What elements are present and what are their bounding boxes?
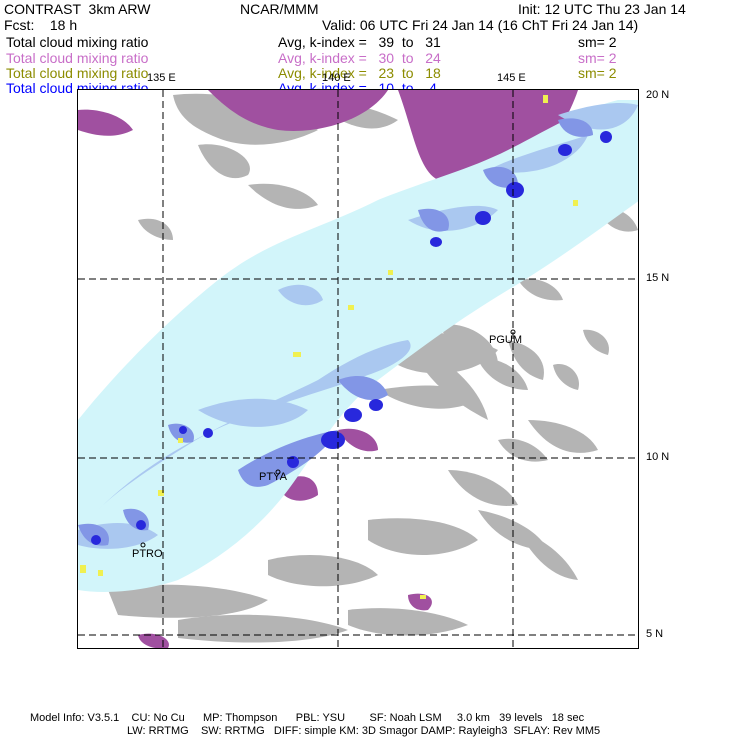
model-info-line-1: Model Info: V3.5.1 CU: No Cu MP: Thompso… [30,712,585,724]
station-label-ptro: PTRO [132,548,163,560]
lat-label-10: 10 N [646,451,670,463]
forecast-hour: Fcst: 18 h [4,17,78,33]
lon-label-135: 135 E [147,72,176,84]
grey-field-layer [108,93,638,643]
model-info-line-2: LW: RRTMG SW: RRTMG DIFF: simple KM: 3D … [127,725,601,737]
grid-lines [78,90,638,648]
station-label-ptya: PTYA [259,471,287,483]
legend-sm-1: sm= 2 [578,34,617,50]
station-markers [140,329,516,548]
legend-field-1: Total cloud mixing ratio [6,34,149,50]
cloud-mixing-ratio-map: PGUM PTYA PTRO [77,89,639,649]
lat-label-15: 15 N [646,272,670,284]
map-canvas [78,90,638,648]
station-label-pgum: PGUM [489,334,522,346]
model-title: CONTRAST 3km ARW [4,1,151,17]
init-time: Init: 12 UTC Thu 23 Jan 14 [518,1,686,17]
legend-avg-3: Avg, k-index = 23 to 18 [278,65,441,81]
legend-field-2: Total cloud mixing ratio [6,50,149,66]
legend-avg-1: Avg, k-index = 39 to 31 [278,34,441,50]
legend-avg-2: Avg, k-index = 30 to 24 [278,50,441,66]
yellow-field-layer [80,95,578,599]
light-cyan-field-layer [78,100,638,592]
station-marker-ptya [275,469,281,475]
station-marker-ptro [140,542,146,548]
lat-label-20: 20 N [646,89,670,101]
lon-label-140: 140 E [322,72,351,84]
legend-field-3: Total cloud mixing ratio [6,65,149,81]
lat-label-5: 5 N [646,628,664,640]
valid-time: Valid: 06 UTC Fri 24 Jan 14 (16 ChT Fri … [322,17,639,33]
dark-blue-field-layer [91,131,612,545]
center-title: NCAR/MMM [240,1,319,17]
station-marker-pgum [510,329,516,335]
lon-label-145: 145 E [497,72,526,84]
legend-sm-3: sm= 2 [578,65,617,81]
legend-sm-2: sm= 2 [578,50,617,66]
